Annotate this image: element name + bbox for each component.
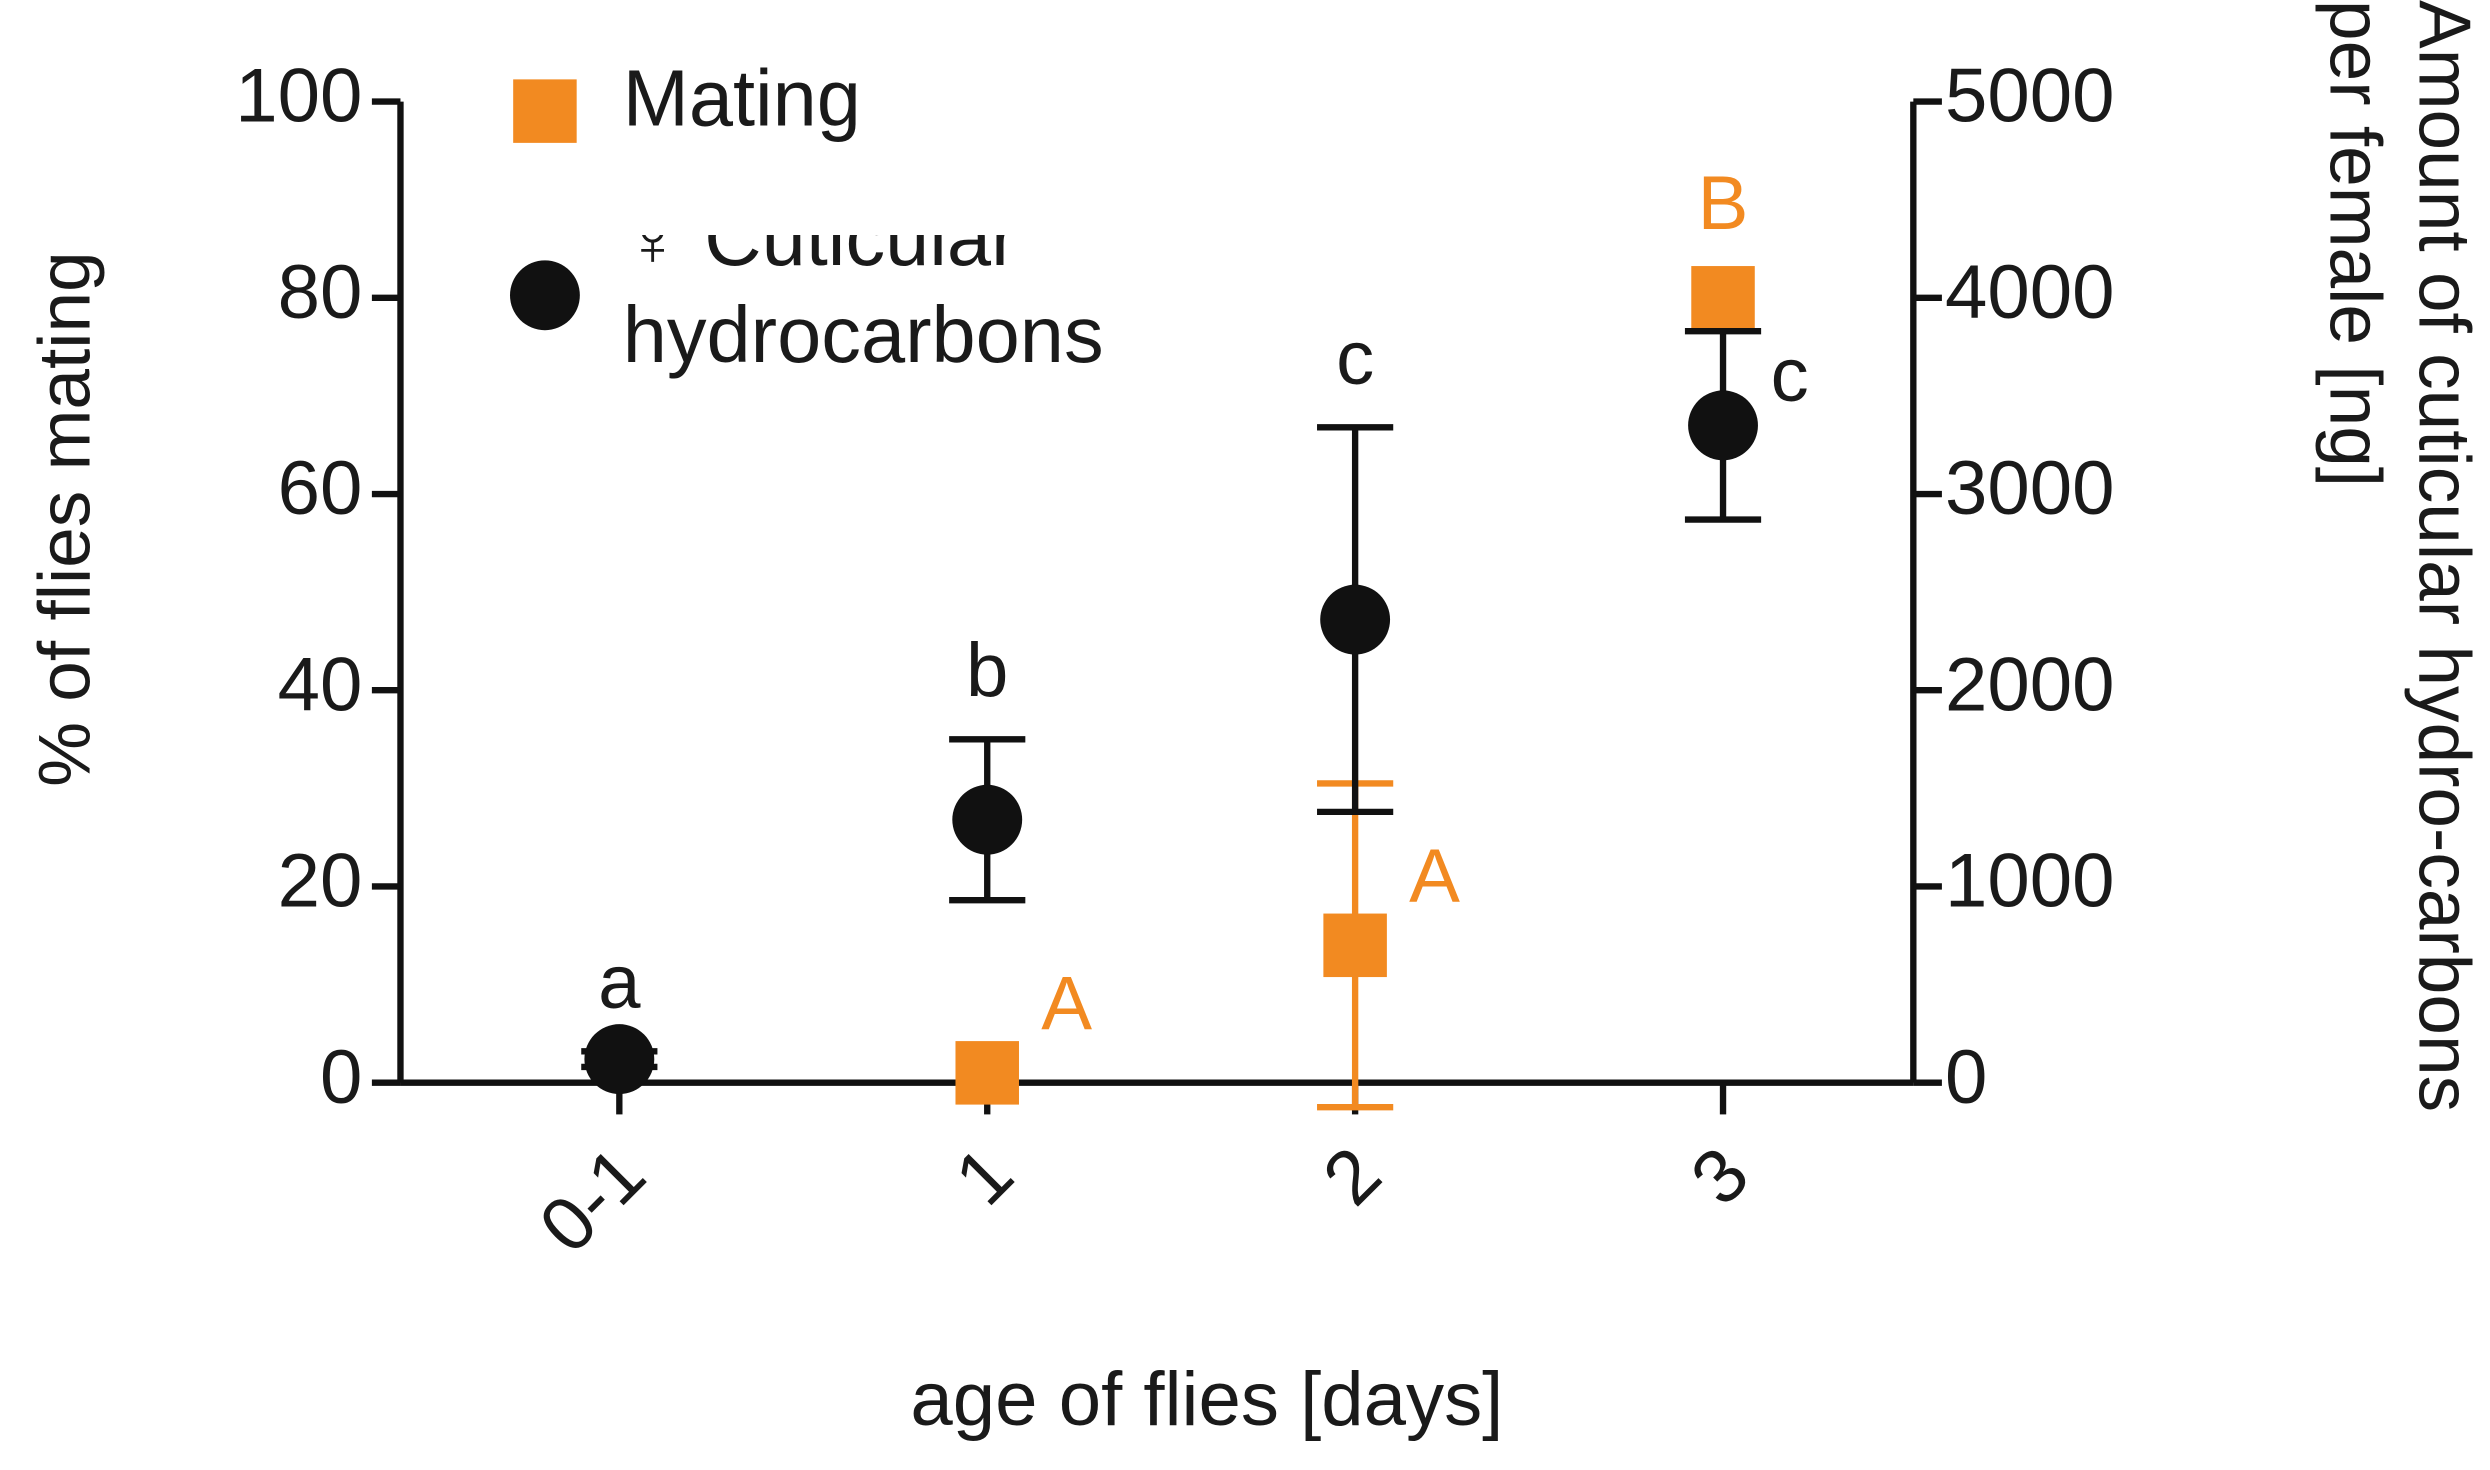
y-tick-label: 40: [278, 642, 363, 727]
legend-label-box: ♀ Cuticular hydrocarbons: [622, 234, 1104, 380]
square-marker: [955, 1041, 1019, 1105]
y2-axis-label: Amount of cuticular hydro-carbons per fe…: [2314, 0, 2487, 1113]
y-tick-label: 80: [278, 250, 363, 335]
x-tick-label: 1: [939, 1131, 1029, 1221]
y-tick-label: 0: [320, 1035, 362, 1120]
y-tick-label: 60: [278, 446, 363, 531]
significance-letter: c: [1771, 333, 1809, 418]
series: A A B: [955, 161, 1755, 1111]
legend: Mating ♀ Cuticular hydrocarbons: [510, 53, 1104, 380]
square-marker: [513, 79, 577, 143]
square-marker: [1323, 913, 1387, 978]
circle-marker: [1688, 390, 1758, 461]
significance-letter: A: [1409, 834, 1460, 919]
legend-label: ♀ Cuticular hydrocarbons: [622, 234, 1104, 380]
square-marker: [1691, 266, 1755, 330]
y2-tick-label: 5000: [1945, 54, 2114, 139]
x-tick-label: 0-1: [523, 1131, 661, 1269]
y-tick-label: 100: [235, 54, 362, 139]
significance-letter: b: [966, 628, 1008, 713]
y2-axis-label-box: Amount of cuticular hydro-carbons per fe…: [2314, 0, 2487, 1113]
legend-label-box: Mating: [622, 53, 861, 143]
significance-letter: B: [1698, 161, 1749, 246]
y-tick-label: 20: [278, 839, 363, 924]
significance-letter: A: [1041, 961, 1092, 1046]
y2-tick-label: 3000: [1945, 446, 2114, 531]
y2-tick-label: 4000: [1945, 250, 2114, 335]
circle-marker: [510, 260, 580, 331]
y-axis-label: % of flies mating: [25, 251, 106, 787]
circle-marker: [584, 1024, 655, 1095]
x-tick-label: 2: [1307, 1131, 1397, 1221]
circle-marker: [952, 784, 1023, 855]
circle-marker: [1320, 584, 1391, 655]
series: a b c c: [581, 316, 1809, 1095]
y2-tick-label: 0: [1945, 1035, 1987, 1120]
legend-label: Mating: [622, 53, 861, 143]
x-axis-label: age of flies [days]: [910, 1357, 1503, 1442]
y2-tick-label: 1000: [1945, 839, 2114, 924]
x-tick-label: 3: [1675, 1131, 1765, 1221]
significance-letter: a: [598, 940, 641, 1025]
y2-tick-label: 2000: [1945, 642, 2114, 727]
significance-letter: c: [1336, 316, 1374, 401]
